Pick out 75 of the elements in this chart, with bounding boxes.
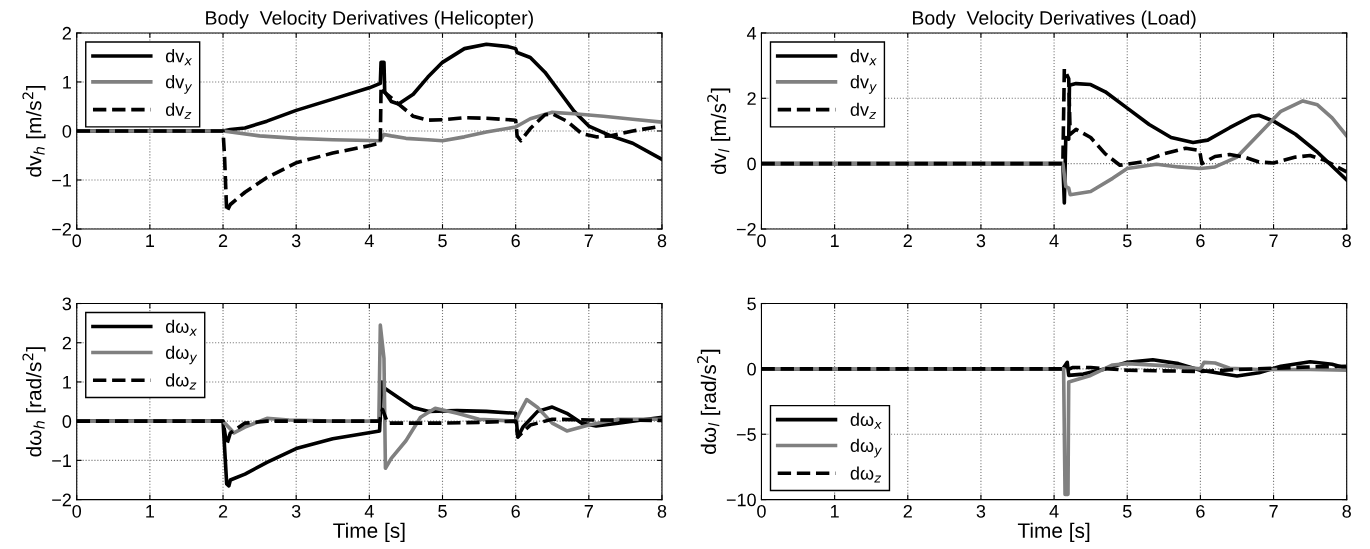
x-tick-label: 5 (438, 234, 447, 248)
y-tick-label: −1 (52, 174, 71, 187)
legend-label: dv$_{x}$ (850, 49, 877, 66)
x-tick-label: 5 (438, 505, 447, 518)
legend-label: dω$_{y}$ (165, 345, 198, 365)
legend-label: dv$_{z}$ (165, 102, 192, 119)
y-tick-label: 2 (747, 92, 756, 105)
legend-label: dv$_{y}$ (850, 75, 877, 94)
y-axis-title: dω$_{h}$ [rad/s$^{2}$] (22, 347, 46, 457)
x-tick-label: 6 (1196, 234, 1205, 248)
x-tick-label: 7 (1269, 505, 1278, 518)
y-tick-label: 0 (62, 124, 72, 138)
x-tick-label: 1 (830, 234, 839, 247)
x-tick-label: 6 (1196, 504, 1205, 518)
x-tick-label: 3 (976, 234, 986, 248)
x-tick-label: 7 (584, 234, 593, 247)
x-tick-label: 1 (830, 505, 839, 518)
y-tick-label: 3 (62, 297, 72, 311)
legend-label: dv$_{y}$ (165, 75, 193, 94)
y-tick-label: 5 (747, 297, 756, 311)
x-tick-label: 3 (291, 234, 301, 248)
y-axis-title: dω$_{l}$ [rad/s$^{2}$] (697, 349, 721, 454)
y-axis-title: dv$_{h}$ [m/s$^{2}$] (22, 86, 46, 177)
y-tick-label: −2 (52, 493, 71, 507)
legend-label: dω$_{x}$ (850, 412, 882, 429)
x-tick-label: 7 (584, 505, 593, 518)
x-tick-label: 0 (757, 504, 766, 518)
x-tick-label: 5 (1122, 234, 1132, 248)
y-tick-label: 1 (63, 76, 71, 89)
y-tick-label: 4 (746, 27, 757, 40)
x-tick-label: 4 (1049, 505, 1059, 518)
x-tick-label: 1 (146, 505, 155, 518)
x-tick-label: 2 (903, 234, 912, 247)
y-tick-label: 0 (62, 415, 72, 428)
y-tick-label: 2 (62, 336, 71, 350)
x-tick-label: 8 (657, 504, 667, 518)
x-tick-label: 2 (218, 234, 228, 247)
chart-title: Body Velocity Derivatives (Helicopter) (206, 10, 533, 29)
y-tick-label: −5 (736, 428, 756, 441)
x-tick-label: 8 (1342, 504, 1351, 518)
x-tick-label: 5 (1122, 505, 1132, 518)
y-tick-label: 0 (747, 362, 756, 376)
x-tick-label: 8 (657, 234, 667, 248)
x-tick-label: 1 (146, 234, 155, 247)
x-tick-label: 0 (757, 234, 766, 248)
legend-label: dω$_{z}$ (165, 373, 197, 390)
y-tick-label: −10 (726, 493, 756, 507)
x-tick-label: 2 (903, 504, 912, 518)
x-tick-label: 3 (291, 504, 301, 518)
x-axis-title: Time [s] (1017, 522, 1090, 543)
y-tick-label: 2 (62, 26, 71, 40)
x-tick-label: 8 (1342, 234, 1351, 248)
y-tick-label: −2 (736, 222, 756, 236)
legend-label: dv$_{x}$ (165, 49, 193, 66)
x-tick-label: 6 (511, 504, 520, 518)
x-axis-title: Time [s] (333, 522, 405, 543)
legend-label: dω$_{y}$ (850, 438, 882, 458)
y-axis-title: dv$_{l}$ [m/s$^{2}$] (707, 88, 731, 175)
x-tick-label: 0 (72, 234, 82, 248)
x-tick-label: 2 (218, 504, 228, 518)
y-tick-label: 1 (63, 376, 71, 389)
y-tick-label: −2 (52, 222, 71, 236)
legend-label: dv$_{z}$ (850, 102, 877, 119)
x-tick-label: 4 (1049, 234, 1059, 247)
legend-label: dω$_{x}$ (165, 319, 198, 336)
x-tick-label: 3 (976, 504, 986, 518)
y-tick-label: 0 (747, 157, 756, 171)
x-tick-label: 4 (364, 505, 374, 518)
chart-title: Body Velocity Derivatives (Load) (913, 10, 1196, 29)
x-tick-label: 4 (364, 234, 374, 247)
x-tick-label: 6 (511, 234, 520, 248)
x-tick-label: 7 (1269, 234, 1278, 247)
legend-label: dω$_{z}$ (850, 466, 882, 483)
x-tick-label: 0 (72, 504, 82, 518)
y-tick-label: −1 (52, 454, 71, 467)
